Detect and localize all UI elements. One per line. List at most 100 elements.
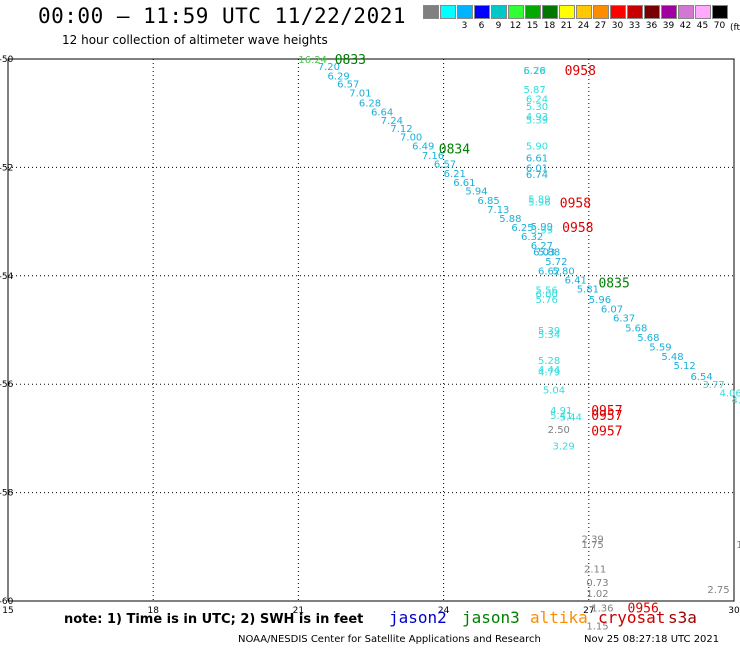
data-point: 6.27: [531, 241, 553, 252]
pass-time-label: 0958: [560, 197, 591, 212]
data-point: 2.75: [707, 585, 729, 596]
data-point: 2.11: [584, 564, 606, 575]
x-tick-label: 30: [728, 606, 740, 616]
chart-subtitle: 12 hour collection of altimeter wave hei…: [62, 33, 328, 47]
legend-entry: 27: [592, 5, 609, 33]
x-tick-label: 18: [147, 606, 159, 616]
data-point: 5.39: [526, 116, 548, 127]
data-point: 0.73: [586, 578, 608, 589]
legend-swatch: [473, 5, 490, 19]
data-point: 5.44: [560, 413, 582, 424]
pass-time-label: 0958: [562, 221, 593, 236]
legend-entry: 21: [558, 5, 575, 33]
y-tick-label: -58: [0, 489, 14, 499]
legend-entry: 70: [711, 5, 728, 33]
legend-label: 70: [713, 21, 726, 31]
data-point: 6.21: [444, 169, 466, 180]
data-point: 7.24: [381, 116, 403, 127]
legend-entry: 45: [694, 5, 711, 33]
data-point: 6.49: [412, 142, 434, 153]
data-point: 4.93: [526, 112, 548, 123]
pass-time-label: 0957: [591, 424, 622, 439]
legend-entry: 9: [490, 5, 507, 33]
data-point: 4.13: [732, 395, 740, 406]
data-point: 4.79: [538, 368, 560, 379]
legend-swatch: [626, 5, 643, 19]
pass-time-label: 0833: [335, 53, 366, 68]
data-point: 1.4: [736, 540, 740, 551]
data-point: 5.34: [538, 330, 560, 341]
data-point: 4.91: [550, 406, 572, 417]
satellite-jason2: jason2: [389, 608, 447, 627]
legend-entry: 33: [626, 5, 643, 33]
legend-label: [439, 21, 456, 31]
data-point: 4.44: [538, 365, 560, 376]
data-point: 6.01: [526, 163, 548, 174]
y-tick-label: -50: [0, 55, 14, 65]
data-point: 1.36: [591, 604, 613, 615]
data-point: 5.89: [528, 194, 550, 205]
data-point: 5.90: [526, 142, 548, 153]
legend-swatch: [524, 5, 541, 19]
x-tick-label: 24: [438, 606, 450, 616]
legend-entry: 3: [456, 5, 473, 33]
legend-swatch: [558, 5, 575, 19]
data-point: 5.39: [538, 326, 560, 337]
data-point: 6.32: [521, 232, 543, 243]
data-point: 2.39: [582, 535, 604, 546]
legend-swatch: [575, 5, 592, 19]
legend-label: 24: [577, 21, 590, 31]
data-point: 7.12: [390, 124, 412, 135]
data-point: 5.87: [523, 85, 545, 96]
x-tick-label: 27: [583, 606, 594, 616]
data-point: 7.00: [400, 133, 422, 144]
data-point: 6.25: [511, 223, 533, 234]
data-point: 5.12: [674, 361, 696, 372]
legend-swatch: [456, 5, 473, 19]
data-point: 6.62: [538, 266, 560, 277]
legend-label: 30: [611, 21, 624, 31]
data-point: 1.02: [586, 589, 608, 600]
data-point: 6.61: [526, 154, 548, 165]
axes: [7, 58, 735, 602]
legend-label: 6: [478, 21, 485, 31]
data-point: 5.56: [536, 285, 558, 296]
data-point: 7.13: [487, 205, 509, 216]
data-point: 3.77: [703, 380, 725, 391]
legend-entry: 36: [643, 5, 660, 33]
legend-label: 27: [594, 21, 607, 31]
legend-entry: 6: [473, 5, 490, 33]
data-point: 5.96: [589, 295, 611, 306]
legend-label: 21: [560, 21, 573, 31]
legend-label: 3: [461, 21, 468, 31]
satellite-jason3: jason3: [462, 608, 520, 627]
legend-label: 39: [662, 21, 675, 31]
footer-credit: NOAA/NESDIS Center for Satellite Applica…: [238, 634, 541, 645]
data-point: 5.88: [499, 214, 521, 225]
data-point: 5.04: [543, 386, 565, 397]
legend-entry: 30: [609, 5, 626, 33]
legend-swatch: [507, 5, 524, 19]
legend-entry: [439, 5, 456, 33]
legend-label: 15: [526, 21, 539, 31]
data-point: 6.61: [453, 178, 475, 189]
pass-time-label: 0958: [565, 64, 596, 79]
legend-swatch: [592, 5, 609, 19]
data-point: 5.81: [577, 284, 599, 295]
tick-labels: 15 18 21 24 27 30 -50 -52 -54 -56 -58 -60: [0, 55, 740, 616]
x-tick-label: 15: [2, 606, 13, 616]
legend-label: 45: [696, 21, 709, 31]
legend-label: 33: [628, 21, 641, 31]
legend-unit: (ft): [730, 23, 740, 33]
legend-swatch: [677, 5, 694, 19]
data-point: 6.64: [371, 108, 393, 119]
legend-label: 18: [543, 21, 556, 31]
data-point: 1.15: [586, 621, 608, 632]
legend-entry: 39: [660, 5, 677, 33]
pass-time-label: 0834: [439, 142, 470, 157]
plot-frame: [7, 58, 735, 602]
legend-entry: 12: [507, 5, 524, 33]
data-point: 6.37: [613, 314, 635, 325]
